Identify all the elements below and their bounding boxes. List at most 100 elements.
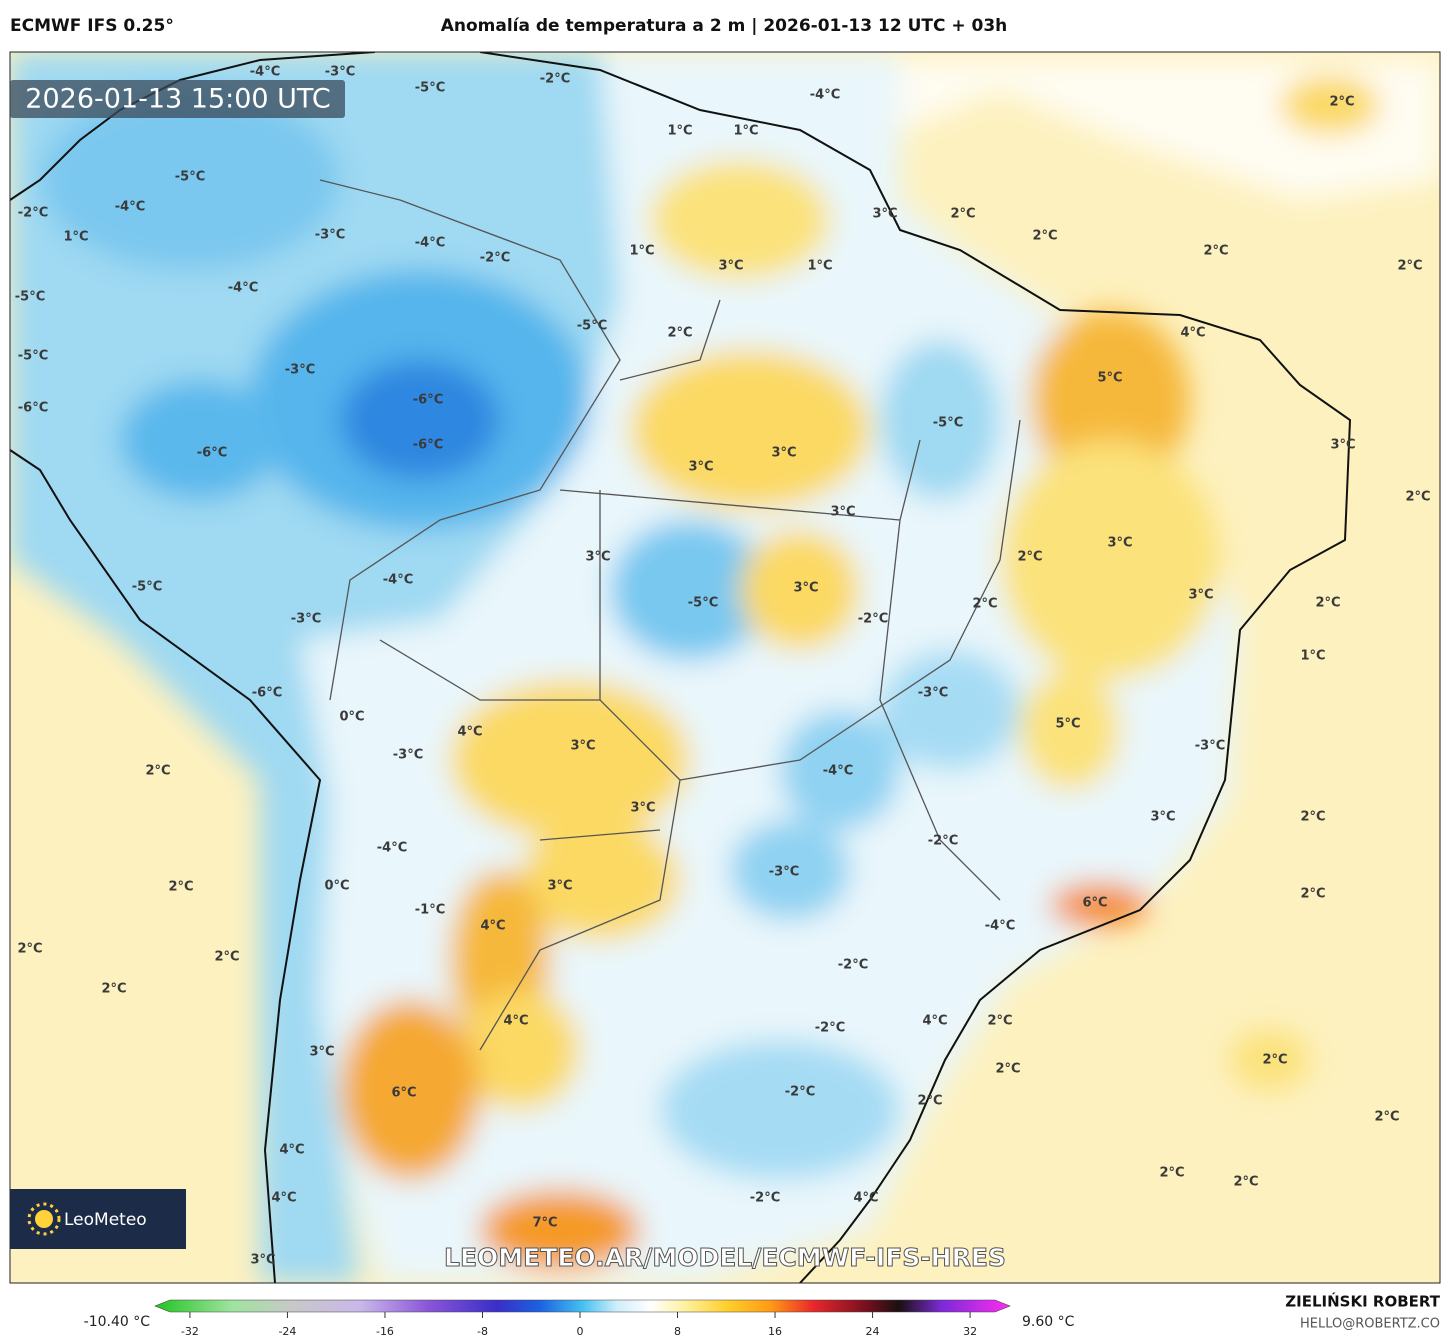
contour-label: 3°C: [1188, 588, 1213, 603]
model-name: ECMWF IFS 0.25°: [10, 16, 174, 36]
contour-label: 2°C: [995, 1062, 1020, 1077]
contour-label: 2°C: [168, 880, 193, 895]
contour-label: 3°C: [872, 207, 897, 222]
contour-label: -6°C: [413, 438, 443, 453]
colorbar-tick-label: -32: [181, 1325, 199, 1338]
logo-sun: [35, 1210, 53, 1228]
contour-label: -4°C: [985, 919, 1015, 934]
colorbar-tick-label: 8: [674, 1325, 681, 1338]
borders: [319, 179, 1021, 1051]
contour-label: -4°C: [250, 65, 280, 80]
colorbar-tick-label: -8: [477, 1325, 488, 1338]
colorbar-tick-label: -16: [376, 1325, 394, 1338]
contour-label: 4°C: [922, 1014, 947, 1029]
contour-label: -3°C: [769, 865, 799, 880]
contour-label: 3°C: [250, 1253, 275, 1268]
contour-label: -5°C: [15, 290, 45, 305]
contour-label: 7°C: [532, 1216, 557, 1231]
contour-label: -4°C: [415, 236, 445, 251]
contour-label: 2°C: [1300, 810, 1325, 825]
contour-label: -2°C: [858, 612, 888, 627]
contour-label: 1°C: [63, 230, 88, 245]
timestamp: 2026-01-13 15:00 UTC: [25, 84, 330, 115]
contour-label: 2°C: [1374, 1110, 1399, 1125]
contour-label: 2°C: [1017, 550, 1042, 565]
contour-label: 3°C: [1330, 438, 1355, 453]
map-title: Anomalía de temperatura a 2 m | 2026-01-…: [441, 16, 1008, 36]
contour-label: 2°C: [917, 1094, 942, 1109]
contour-label: -6°C: [413, 393, 443, 408]
contour-label: -2°C: [540, 72, 570, 87]
contour-label: 4°C: [271, 1191, 296, 1206]
contour-label: 2°C: [1233, 1175, 1258, 1190]
contour-label: -4°C: [228, 281, 258, 296]
contour-label: -3°C: [315, 228, 345, 243]
contour-label: -5°C: [175, 170, 205, 185]
contour-label: 2°C: [972, 597, 997, 612]
contour-label: -5°C: [132, 580, 162, 595]
contour-label: 3°C: [630, 801, 655, 816]
contour-label: 3°C: [688, 460, 713, 475]
contour-label: -5°C: [18, 349, 48, 364]
contour-label: 2°C: [987, 1014, 1012, 1029]
contour-label: -4°C: [823, 764, 853, 779]
contour-labels: -4°C -3°C -2°C -5°C -4°C 2°C 1°C 1°C -5°C -4°C -2°…: [15, 65, 1431, 1268]
contour-label: 2°C: [1300, 887, 1325, 902]
map-frame: [9, 51, 1441, 1284]
contour-label: 3°C: [570, 739, 595, 754]
contour-label: 3°C: [309, 1045, 334, 1060]
colorbar-tick-label: 32: [963, 1325, 977, 1338]
colorbar-max: 9.60 °C: [1022, 1314, 1075, 1330]
map-field: [10, 52, 1440, 1283]
contour-label: -6°C: [18, 401, 48, 416]
contour-label: -2°C: [815, 1021, 845, 1036]
contour-label: -3°C: [325, 65, 355, 80]
contour-label: 6°C: [391, 1086, 416, 1101]
contour-label: 2°C: [214, 950, 239, 965]
contour-label: 3°C: [1150, 810, 1175, 825]
contour-label: 3°C: [830, 505, 855, 520]
contour-label: -5°C: [577, 319, 607, 334]
contour-label: 4°C: [503, 1014, 528, 1029]
colorbar-tick-label: 0: [577, 1325, 584, 1338]
contour-label: 4°C: [457, 725, 482, 740]
contour-label: 3°C: [547, 879, 572, 894]
contour-label: 4°C: [279, 1143, 304, 1158]
contour-label: -4°C: [810, 88, 840, 103]
contour-label: 4°C: [853, 1191, 878, 1206]
contour-label: -3°C: [918, 686, 948, 701]
contour-label: -6°C: [252, 686, 282, 701]
contour-label: 1°C: [629, 244, 654, 259]
contour-label: 2°C: [1397, 259, 1422, 274]
colorbar: [154, 1299, 1011, 1313]
colorbar-tick-label: -24: [278, 1325, 296, 1338]
contour-label: 2°C: [1032, 229, 1057, 244]
contour-label: -2°C: [838, 958, 868, 973]
contour-label: 2°C: [667, 326, 692, 341]
contour-label: 0°C: [324, 879, 349, 894]
colorbar-tick-label: 16: [768, 1325, 782, 1338]
contour-label: -5°C: [933, 416, 963, 431]
contour-label: -2°C: [785, 1085, 815, 1100]
contour-label: 1°C: [807, 259, 832, 274]
contour-label: -3°C: [285, 363, 315, 378]
timestamp-box: [10, 80, 345, 118]
contour-label: -2°C: [750, 1191, 780, 1206]
contour-label: 3°C: [771, 446, 796, 461]
contour-label: 4°C: [1180, 326, 1205, 341]
contour-label: 1°C: [733, 124, 758, 139]
contour-label: 2°C: [1262, 1053, 1287, 1068]
contour-label: 2°C: [1405, 490, 1430, 505]
contour-label: 2°C: [1203, 244, 1228, 259]
contour-label: 3°C: [718, 259, 743, 274]
contour-label: 2°C: [950, 207, 975, 222]
contour-label: 4°C: [480, 919, 505, 934]
contour-label: -3°C: [393, 748, 423, 763]
contour-label: 3°C: [793, 581, 818, 596]
author: ZIELIŃSKI ROBERT: [1285, 1292, 1440, 1311]
contour-label: -6°C: [197, 446, 227, 461]
contour-label: 1°C: [667, 124, 692, 139]
anomaly-shading: [10, 52, 1440, 1283]
